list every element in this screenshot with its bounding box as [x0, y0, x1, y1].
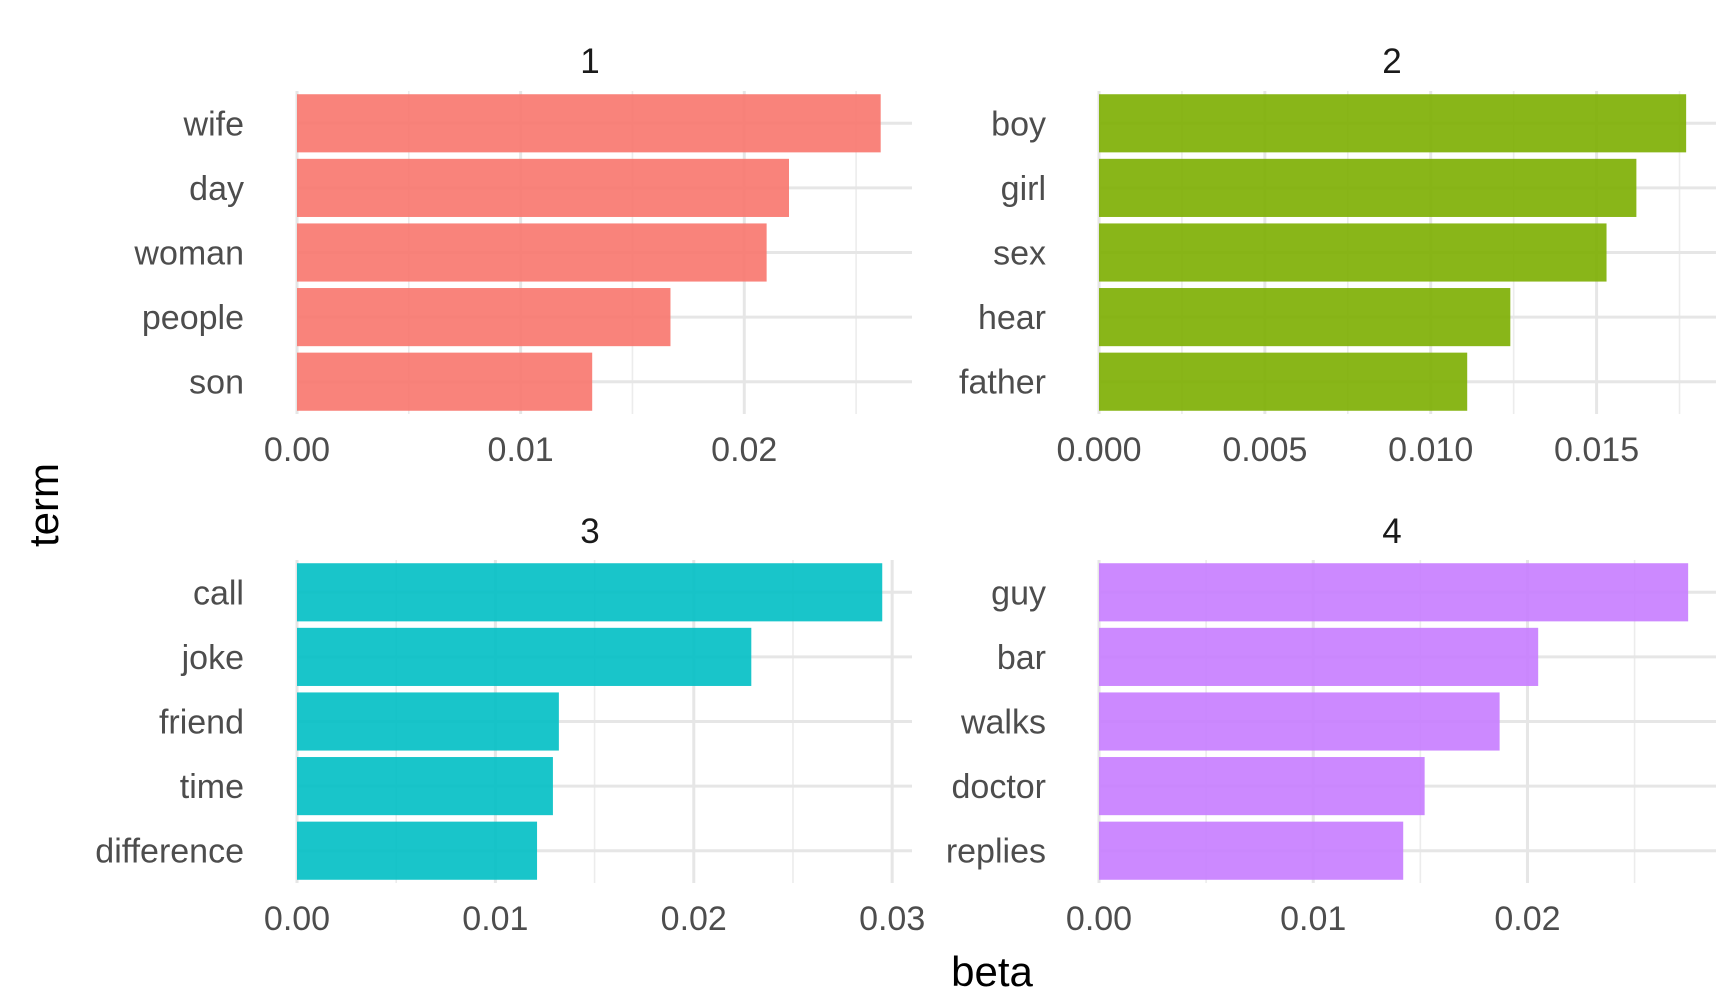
bar-friend — [297, 692, 559, 751]
y-tick-label-girl: girl — [1001, 170, 1046, 208]
y-tick-label-difference: difference — [95, 833, 244, 871]
bar-boy — [1099, 94, 1687, 153]
facet-panel-4: guy bar walks doctor replies 0.00 0.01 0.02 4 — [946, 512, 1716, 938]
x-tick-label: 0.01 — [462, 900, 528, 938]
x-tick-label: 0.00 — [1066, 900, 1132, 938]
bar-time — [297, 757, 553, 816]
y-tick-label-friend: friend — [159, 704, 244, 742]
x-tick-label: 0.03 — [859, 900, 925, 938]
facet-panel-2: boy girl sex hear father 0.000 0.005 0.010 0.015… — [959, 42, 1716, 469]
y-tick-label-people: people — [142, 299, 244, 337]
y-tick-label-bar: bar — [997, 639, 1046, 677]
y-tick-label-father: father — [959, 364, 1046, 402]
bar-call — [297, 563, 883, 622]
bar-joke — [297, 627, 752, 686]
y-tick-label-hear: hear — [978, 299, 1046, 337]
bar-day — [297, 158, 789, 217]
y-tick-label-woman: woman — [133, 235, 244, 273]
facet-title-4: 4 — [1382, 512, 1401, 551]
x-tick-label: 0.02 — [661, 900, 727, 938]
bar-guy — [1099, 563, 1689, 622]
x-tick-label: 0.02 — [1494, 900, 1560, 938]
x-tick-label: 0.010 — [1388, 431, 1473, 469]
bar-sex — [1099, 223, 1607, 282]
bar-father — [1099, 352, 1468, 411]
bar-difference — [297, 821, 538, 880]
bar-replies — [1099, 821, 1404, 880]
y-tick-label-doctor: doctor — [952, 768, 1047, 806]
x-tick-label: 0.02 — [711, 431, 777, 469]
bar-people — [297, 288, 671, 347]
x-tick-label: 0.01 — [488, 431, 554, 469]
bar-son — [297, 352, 593, 411]
y-tick-label-day: day — [189, 170, 244, 208]
x-axis-title: beta — [951, 948, 1033, 995]
y-tick-label-guy: guy — [991, 574, 1046, 612]
x-tick-label: 0.005 — [1222, 431, 1307, 469]
bar-doctor — [1099, 757, 1425, 816]
y-tick-label-boy: boy — [991, 105, 1046, 143]
x-tick-label: 0.000 — [1056, 431, 1141, 469]
bar-bar — [1099, 627, 1539, 686]
x-tick-label: 0.00 — [264, 431, 330, 469]
facet-title-3: 3 — [580, 512, 599, 551]
y-tick-label-sex: sex — [993, 235, 1046, 273]
x-tick-label: 0.01 — [1280, 900, 1346, 938]
y-tick-label-time: time — [180, 768, 244, 806]
bar-woman — [297, 223, 767, 282]
x-tick-label: 0.00 — [264, 900, 330, 938]
bar-wife — [297, 94, 881, 153]
y-tick-label-joke: joke — [181, 639, 244, 677]
facet-panel-3: call joke friend time difference 0.00 0.01 0.02… — [95, 512, 925, 938]
x-tick-label: 0.015 — [1554, 431, 1639, 469]
facet-title-1: 1 — [580, 42, 599, 81]
facet-title-2: 2 — [1382, 42, 1401, 81]
bar-girl — [1099, 158, 1637, 217]
bar-walks — [1099, 692, 1500, 751]
y-tick-label-wife: wife — [183, 105, 244, 143]
y-tick-label-walks: walks — [960, 704, 1046, 742]
facet-panel-1: wife day woman people son 0.00 0.01 0.02 1 — [133, 42, 912, 469]
y-axis-title: term — [20, 463, 67, 547]
y-tick-label-call: call — [193, 574, 244, 612]
y-tick-label-son: son — [189, 364, 244, 402]
y-tick-label-replies: replies — [946, 833, 1046, 871]
bar-hear — [1099, 288, 1511, 347]
